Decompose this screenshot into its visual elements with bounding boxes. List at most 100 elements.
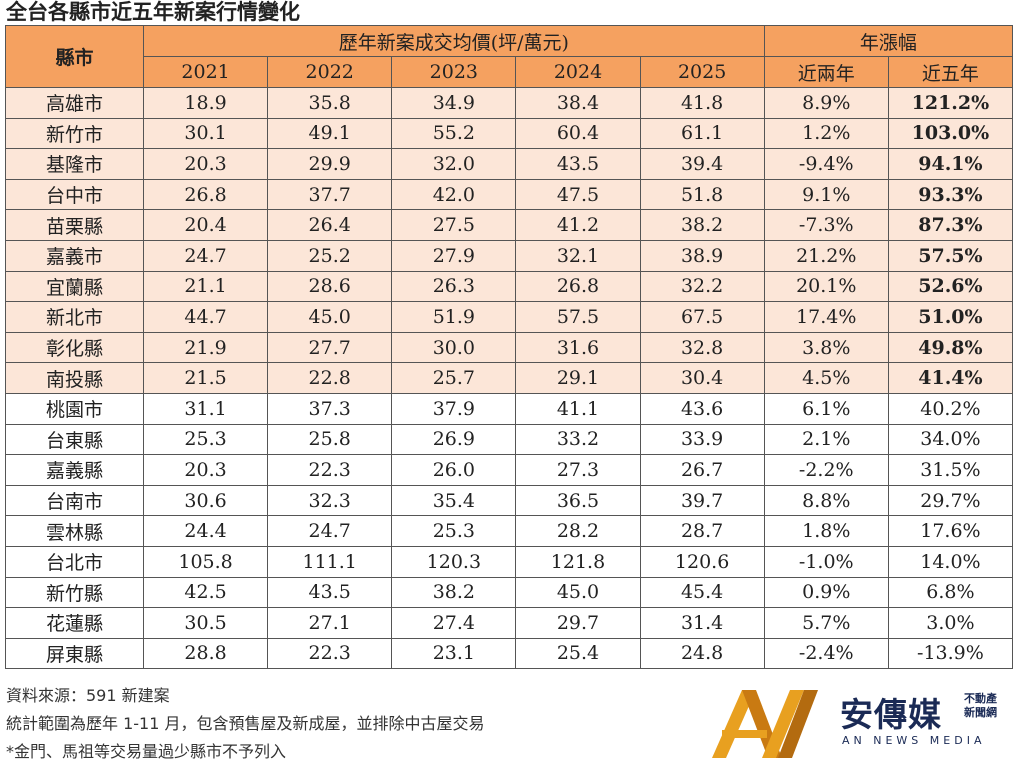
table-row: 彰化縣 21.9 27.7 30.0 31.6 32.8 3.8% 49.8% [5, 331, 1014, 364]
county-cell: 高雄市 [5, 87, 144, 119]
header-growth-5y: 近五年 [887, 56, 1014, 88]
price-cell: 21.9 [142, 331, 269, 364]
price-cell: 105.8 [142, 545, 269, 578]
table-row: 新竹市 30.1 49.1 55.2 60.4 61.1 1.2% 103.0% [5, 117, 1014, 150]
table-row: 屏東縣 28.8 22.3 23.1 25.4 24.8 -2.4% -13.9% [5, 637, 1014, 670]
price-cell: 29.7 [515, 607, 641, 639]
price-cell: 61.1 [639, 117, 765, 150]
table-row: 宜蘭縣 21.1 28.6 26.3 26.8 32.2 20.1% 52.6% [5, 270, 1014, 303]
price-cell: 37.3 [267, 392, 393, 425]
price-cell: 30.5 [142, 607, 269, 639]
county-cell: 嘉義市 [5, 239, 144, 272]
price-cell: 43.5 [515, 148, 641, 180]
county-cell: 台北市 [5, 545, 144, 578]
growth-5y-cell: 93.3% [887, 178, 1014, 211]
price-cell: 121.8 [515, 545, 641, 578]
growth-2y-cell: -2.4% [763, 637, 889, 670]
price-cell: 28.7 [639, 515, 765, 547]
growth-5y-cell: 40.2% [887, 392, 1014, 425]
growth-2y-cell: -1.0% [763, 545, 889, 578]
table-row: 台南市 30.6 32.3 35.4 36.5 39.7 8.8% 29.7% [5, 484, 1014, 517]
growth-5y-cell: 51.0% [887, 301, 1014, 333]
header-year: 2024 [515, 56, 641, 88]
price-cell: 25.3 [142, 423, 269, 456]
price-cell: 31.6 [515, 331, 641, 364]
price-cell: 33.9 [639, 423, 765, 456]
source-note: 資料來源：591 新建案 [6, 686, 170, 705]
growth-5y-cell: 103.0% [887, 117, 1014, 150]
price-cell: 42.5 [142, 576, 269, 609]
price-cell: 51.9 [391, 301, 517, 333]
logo-sub: 不動產 新聞網 [964, 692, 997, 720]
price-cell: 22.3 [267, 637, 393, 670]
table-row: 雲林縣 24.4 24.7 25.3 28.2 28.7 1.8% 17.6% [5, 515, 1014, 547]
growth-2y-cell: 1.8% [763, 515, 889, 547]
header-year: 2022 [267, 56, 393, 88]
price-cell: 49.1 [267, 117, 393, 150]
price-cell: 26.4 [267, 209, 393, 241]
price-cell: 26.8 [142, 178, 269, 211]
growth-5y-cell: 49.8% [887, 331, 1014, 364]
county-cell: 彰化縣 [5, 331, 144, 364]
price-cell: 120.6 [639, 545, 765, 578]
logo-en: AN NEWS MEDIA [842, 734, 986, 747]
county-cell: 新竹縣 [5, 576, 144, 609]
price-cell: 39.7 [639, 484, 765, 517]
logo-name: 安傳媒 [840, 695, 942, 734]
price-cell: 43.6 [639, 392, 765, 425]
county-cell: 南投縣 [5, 362, 144, 394]
price-cell: 29.9 [267, 148, 393, 180]
growth-2y-cell: 1.2% [763, 117, 889, 150]
price-cell: 26.7 [639, 454, 765, 486]
price-cell: 27.5 [391, 209, 517, 241]
price-cell: 33.2 [515, 423, 641, 456]
county-cell: 屏東縣 [5, 637, 144, 670]
county-cell: 台東縣 [5, 423, 144, 456]
growth-5y-cell: 121.2% [887, 87, 1014, 119]
county-cell: 基隆市 [5, 148, 144, 180]
growth-2y-cell: 21.2% [763, 239, 889, 272]
price-cell: 67.5 [639, 301, 765, 333]
growth-5y-cell: 52.6% [887, 270, 1014, 303]
county-cell: 宜蘭縣 [5, 270, 144, 303]
price-cell: 25.2 [267, 239, 393, 272]
price-cell: 55.2 [391, 117, 517, 150]
growth-2y-cell: 0.9% [763, 576, 889, 609]
growth-5y-cell: 14.0% [887, 545, 1014, 578]
county-cell: 花蓮縣 [5, 607, 144, 639]
logo-sub1: 不動產 [964, 692, 997, 705]
price-cell: 30.6 [142, 484, 269, 517]
table-row: 花蓮縣 30.5 27.1 27.4 29.7 31.4 5.7% 3.0% [5, 607, 1014, 639]
price-cell: 20.3 [142, 454, 269, 486]
growth-2y-cell: 17.4% [763, 301, 889, 333]
price-cell: 32.8 [639, 331, 765, 364]
price-cell: 27.3 [515, 454, 641, 486]
header-year: 2023 [391, 56, 517, 88]
growth-2y-cell: 5.7% [763, 607, 889, 639]
price-cell: 42.0 [391, 178, 517, 211]
price-cell: 21.1 [142, 270, 269, 303]
price-cell: 30.0 [391, 331, 517, 364]
price-cell: 36.5 [515, 484, 641, 517]
price-cell: 27.1 [267, 607, 393, 639]
county-cell: 苗栗縣 [5, 209, 144, 241]
price-cell: 28.6 [267, 270, 393, 303]
county-cell: 新竹市 [5, 117, 144, 150]
table-row: 基隆市 20.3 29.9 32.0 43.5 39.4 -9.4% 94.1% [5, 148, 1014, 180]
price-cell: 35.4 [391, 484, 517, 517]
growth-2y-cell: 20.1% [763, 270, 889, 303]
price-cell: 45.4 [639, 576, 765, 609]
growth-5y-cell: 29.7% [887, 484, 1014, 517]
table-row: 苗栗縣 20.4 26.4 27.5 41.2 38.2 -7.3% 87.3% [5, 209, 1014, 241]
price-cell: 111.1 [267, 545, 393, 578]
price-cell: 41.8 [639, 87, 765, 119]
price-cell: 29.1 [515, 362, 641, 394]
growth-2y-cell: -2.2% [763, 454, 889, 486]
table-body: 高雄市 18.9 35.8 34.9 38.4 41.8 8.9% 121.2% 新竹市 30.1… [5, 87, 1014, 670]
growth-5y-cell: 34.0% [887, 423, 1014, 456]
price-cell: 41.2 [515, 209, 641, 241]
table-row: 南投縣 21.5 22.8 25.7 29.1 30.4 4.5% 41.4% [5, 362, 1014, 394]
county-cell: 雲林縣 [5, 515, 144, 547]
price-cell: 25.8 [267, 423, 393, 456]
price-cell: 43.5 [267, 576, 393, 609]
